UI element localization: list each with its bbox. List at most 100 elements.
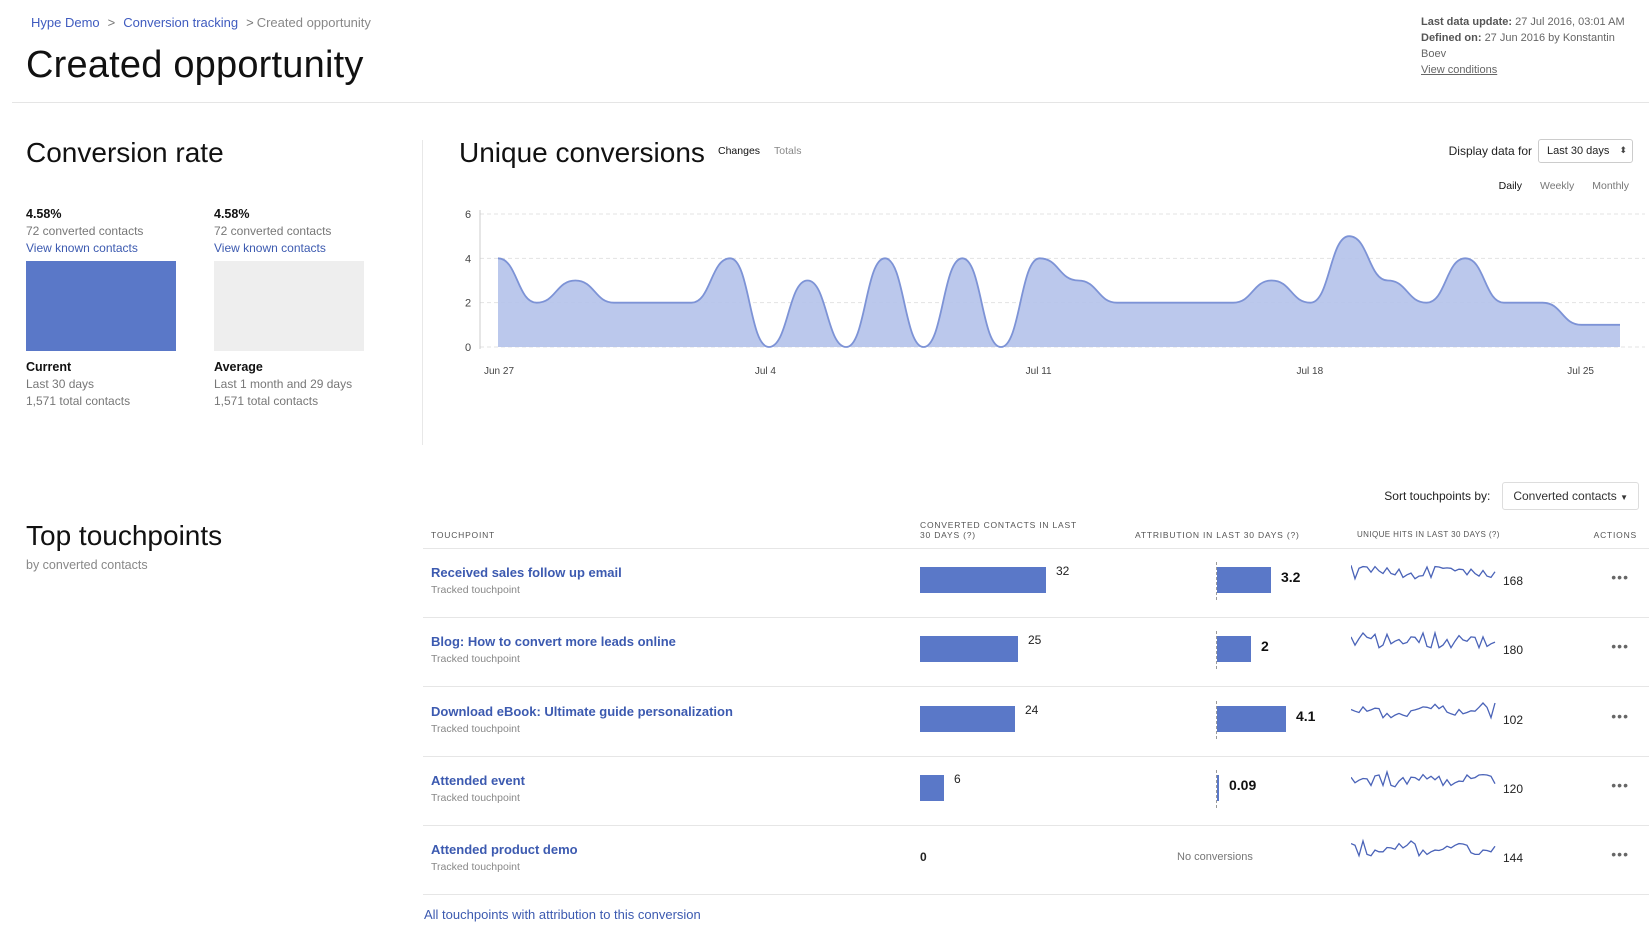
more-actions-icon[interactable]: ••• — [1611, 569, 1629, 585]
touchpoint-type: Tracked touchpoint — [431, 584, 520, 596]
y-tick-label: 6 — [465, 209, 471, 221]
current-label: Current — [26, 360, 72, 374]
attribution-bar — [1217, 706, 1286, 732]
sparkline-line — [1351, 838, 1496, 858]
all-touchpoints-link[interactable]: All touchpoints with attribution to this… — [424, 907, 701, 922]
display-data-label: Display data for — [1448, 144, 1532, 158]
breadcrumb-hype-demo[interactable]: Hype Demo — [31, 15, 100, 30]
touchpoint-name-link[interactable]: Download eBook: Ultimate guide personali… — [431, 704, 733, 719]
unique-hits-value: 102 — [1503, 713, 1524, 727]
attribution-axis — [1216, 770, 1217, 808]
table-header-divider — [423, 548, 1649, 549]
unique-conversions-title: Unique conversions — [459, 137, 705, 168]
converted-bar — [920, 775, 944, 801]
attribution-value: 0.09 — [1229, 777, 1257, 793]
view-conditions-link[interactable]: View conditions — [1421, 64, 1498, 76]
table-row: Download eBook: Ultimate guide personali… — [431, 704, 733, 735]
sparkline-line — [1351, 702, 1496, 720]
more-actions-icon[interactable]: ••• — [1611, 638, 1629, 654]
breadcrumb-current: Created opportunity — [256, 15, 371, 30]
unique-hits-value: 144 — [1503, 851, 1524, 865]
sort-label: Sort touchpoints by: — [1384, 489, 1491, 503]
row-divider — [423, 825, 1649, 826]
touchpoint-name-link[interactable]: Received sales follow up email — [431, 565, 622, 580]
header-converted: Converted contacts in last 30 days (?) — [920, 520, 1077, 540]
current-converted: 72 converted contacts — [26, 224, 144, 238]
sort-dropdown[interactable]: Converted contacts ▼ — [1502, 482, 1639, 510]
granularity-monthly[interactable]: Monthly — [1592, 180, 1629, 192]
granularity-toggle: Daily Weekly Monthly — [1481, 180, 1629, 192]
touchpoint-type: Tracked touchpoint — [431, 653, 520, 665]
unique-hits-sparkline — [1351, 630, 1496, 650]
x-tick-label: Jul 11 — [1026, 366, 1052, 377]
breadcrumb-separator: > — [107, 15, 116, 30]
row-divider — [423, 686, 1649, 687]
unique-conversions-chart: 0 2 4 6 Jun 27 Jul 4 Jul 11 Jul 18 Jul 25 — [465, 209, 1645, 377]
table-row: Attended event Tracked touchpoint — [431, 773, 525, 804]
period-select[interactable]: Last 30 days — [1538, 139, 1633, 163]
touchpoint-name-link[interactable]: Blog: How to convert more leads online — [431, 634, 676, 649]
sparkline-line — [1351, 769, 1496, 788]
header-actions: Actions — [1593, 530, 1637, 540]
row-divider — [423, 617, 1649, 618]
x-tick-label: Jul 18 — [1296, 366, 1323, 377]
granularity-daily[interactable]: Daily — [1498, 180, 1522, 192]
table-row: Blog: How to convert more leads online Tr… — [431, 634, 676, 665]
y-tick-label: 0 — [465, 342, 471, 354]
more-actions-icon[interactable]: ••• — [1611, 708, 1629, 724]
average-converted: 72 converted contacts — [214, 224, 332, 238]
conversion-rate-title: Conversion rate — [26, 137, 224, 168]
average-view-known-contacts-link[interactable]: View known contacts — [214, 241, 326, 255]
attribution-value: 3.2 — [1281, 569, 1301, 585]
touchpoint-type: Tracked touchpoint — [431, 861, 520, 873]
average-rate-pct: 4.58% — [214, 207, 250, 221]
attribution-value: 2 — [1261, 638, 1269, 654]
table-row: Attended product demo Tracked touchpoint — [431, 842, 578, 873]
y-tick-label: 2 — [465, 298, 471, 310]
header-touchpoint: Touchpoint — [431, 530, 496, 540]
granularity-weekly[interactable]: Weekly — [1540, 180, 1575, 192]
converted-bar — [920, 636, 1018, 662]
touchpoint-name-link[interactable]: Attended event — [431, 773, 525, 788]
defined-on-value: 27 Jun 2016 by Konstantin Boev — [1421, 32, 1615, 60]
unique-hits-value: 168 — [1503, 574, 1524, 588]
data-meta: Last data update: 27 Jul 2016, 03:01 AM … — [1421, 14, 1641, 78]
attribution-value: 4.1 — [1296, 708, 1316, 724]
average-rate-card: 4.58% 72 converted contacts View known c… — [214, 206, 404, 410]
current-rate-block — [26, 261, 176, 351]
display-data-control: Display data for Last 30 days — [1449, 139, 1633, 163]
breadcrumb-conversion-tracking[interactable]: Conversion tracking — [123, 15, 239, 30]
attribution-axis — [1216, 562, 1217, 600]
converted-value: 6 — [954, 772, 961, 786]
average-total: 1,571 total contacts — [214, 394, 319, 408]
current-view-known-contacts-link[interactable]: View known contacts — [26, 241, 138, 255]
converted-value: 0 — [920, 850, 927, 864]
unique-hits-sparkline — [1351, 769, 1496, 788]
sort-control: Sort touchpoints by: Converted contacts … — [1384, 482, 1639, 510]
attribution-bar — [1217, 775, 1219, 801]
header-attribution: Attribution in last 30 days (?) — [1135, 530, 1300, 540]
top-touchpoints-title: Top touchpoints — [26, 520, 223, 551]
x-tick-label: Jul 4 — [755, 366, 777, 377]
more-actions-icon[interactable]: ••• — [1611, 846, 1629, 862]
sort-value: Converted contacts — [1513, 489, 1617, 503]
sparkline-line — [1351, 630, 1496, 650]
converted-value: 32 — [1056, 564, 1070, 578]
tab-changes[interactable]: Changes — [718, 145, 761, 157]
touchpoint-type: Tracked touchpoint — [431, 792, 520, 804]
touchpoint-name-link[interactable]: Attended product demo — [431, 842, 578, 857]
tab-totals[interactable]: Totals — [774, 145, 802, 157]
defined-on-label: Defined on: — [1421, 32, 1482, 44]
unique-hits-sparkline — [1351, 565, 1496, 581]
chart-mode-tabs: Changes Totals — [718, 145, 815, 157]
touchpoint-type: Tracked touchpoint — [431, 723, 520, 735]
more-actions-icon[interactable]: ••• — [1611, 777, 1629, 793]
last-update-label: Last data update: — [1421, 16, 1513, 28]
header-unique-hits: Unique hits in last 30 days (?) — [1357, 530, 1500, 539]
header-divider — [12, 102, 1649, 103]
average-period: Last 1 month and 29 days — [214, 377, 353, 391]
converted-value: 24 — [1025, 703, 1039, 717]
row-divider — [423, 894, 1649, 895]
breadcrumb: Hype Demo > Conversion tracking > Created op… — [31, 15, 371, 30]
current-rate-card: 4.58% 72 converted contacts View known c… — [26, 206, 186, 410]
